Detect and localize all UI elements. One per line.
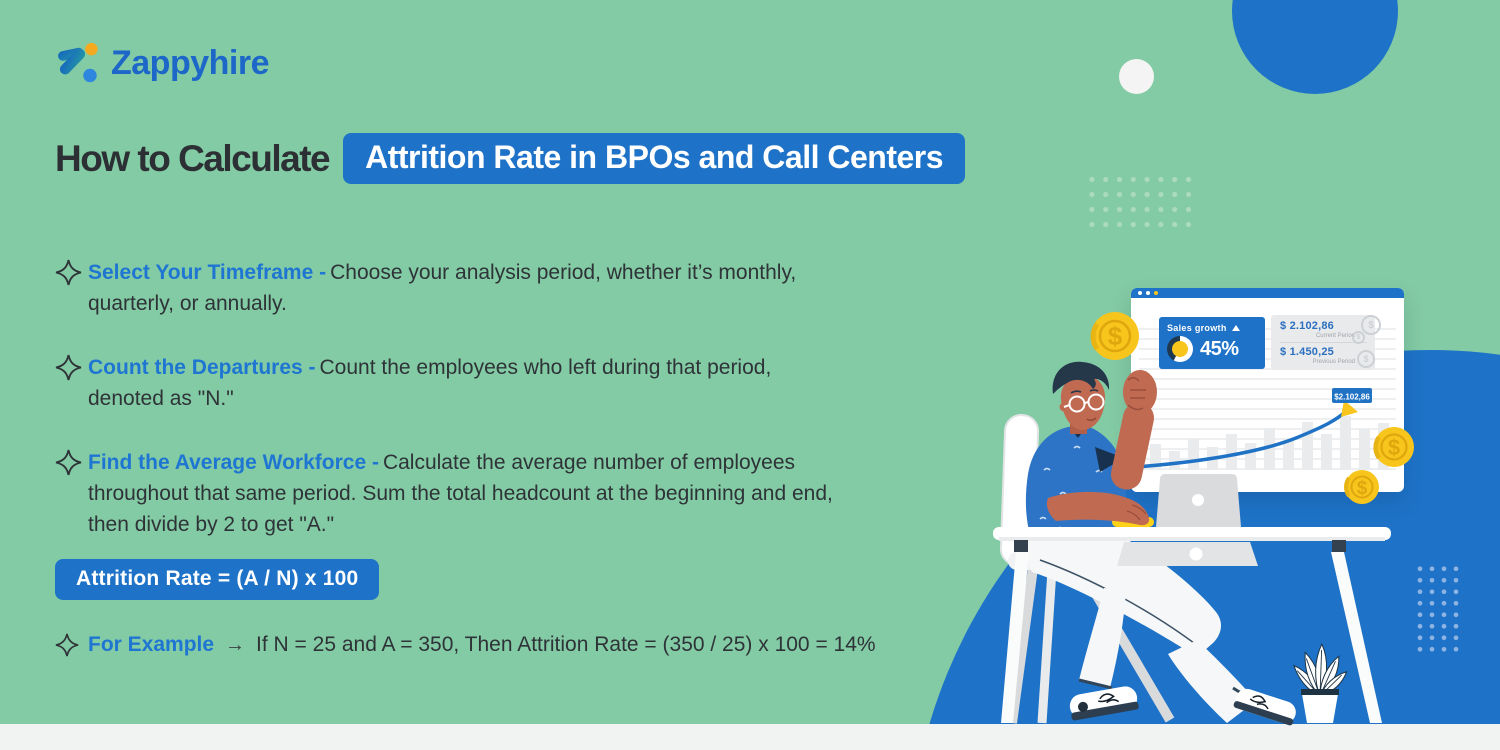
sparkle-bullet-icon <box>55 633 79 657</box>
decor-dots-grid-green <box>1085 172 1195 234</box>
step-text: Count the employees who left during that… <box>88 356 772 410</box>
sparkle-bullet-icon <box>55 449 82 476</box>
example-row: For Example → If N = 25 and A = 350, The… <box>55 633 876 657</box>
coin-ghost-icon: $ <box>1361 315 1381 335</box>
example-text: If N = 25 and A = 350, Then Attrition Ra… <box>256 633 876 656</box>
sales-dashboard-window: $2.102,86 Sales growth 45% $ 2.102,86 Cu… <box>1131 288 1404 492</box>
sales-growth-label: Sales growth <box>1167 323 1227 333</box>
coin-ghost-icon: $ <box>1357 350 1375 368</box>
page-title: How to Calculate Attrition Rate in BPOs … <box>55 133 966 184</box>
brand-name: Zappyhire <box>111 43 269 82</box>
title-prefix: How to Calculate <box>55 137 331 179</box>
step-text: Choose your analysis period, whether it’… <box>88 261 797 315</box>
donut-chart-icon <box>1167 336 1193 362</box>
bottom-strip <box>0 724 1500 750</box>
previous-period-label: Previous Period <box>1312 359 1355 365</box>
window-control-dot <box>1154 291 1158 295</box>
previous-period-amount: $ 1.450,25 <box>1280 346 1334 358</box>
step-item-timeframe: Select Your Timeframe - Choose your analy… <box>55 257 846 319</box>
current-period-amount: $ 2.102,86 <box>1280 320 1334 332</box>
growth-curve <box>1134 409 1348 469</box>
brand-header: Zappyhire <box>55 40 269 86</box>
current-period-label: Current Period <box>1315 333 1355 339</box>
attrition-formula-chip: Attrition Rate = (A / N) x 100 <box>55 559 380 600</box>
decor-white-circle <box>1119 59 1154 94</box>
step-item-departures: Count the Departures - Count the employee… <box>55 352 846 414</box>
sales-growth-card: Sales growth 45% <box>1159 317 1265 369</box>
step-item-average-workforce: Find the Average Workforce - Calculate th… <box>55 447 846 540</box>
zappyhire-logo-icon <box>58 42 98 83</box>
chart-tooltip-value: $2.102,86 <box>1334 393 1370 402</box>
title-highlight-chip: Attrition Rate in BPOs and Call Centers <box>343 133 966 184</box>
window-titlebar <box>1131 288 1404 298</box>
window-control-dot <box>1138 291 1142 295</box>
sparkle-bullet-icon <box>55 354 82 381</box>
sales-growth-value: 45% <box>1200 337 1239 360</box>
step-label: Select Your Timeframe - <box>88 261 327 284</box>
chart-tooltip <box>1332 388 1372 403</box>
divider <box>1280 342 1367 343</box>
window-control-dot <box>1146 291 1150 295</box>
step-text: Calculate the average number of employee… <box>88 451 833 536</box>
coin-ghost-icon: $ <box>1352 331 1365 344</box>
arrow-up-icon <box>1231 325 1240 331</box>
period-comparison-card: $ 2.102,86 Current Period $ 1.450,25 Pre… <box>1271 315 1381 370</box>
step-label: Find the Average Workforce - <box>88 451 379 474</box>
example-label: For Example <box>88 633 215 656</box>
growth-bar-chart: $2.102,86 <box>1134 388 1389 470</box>
sparkle-bullet-icon <box>55 259 82 286</box>
decor-dots-grid-blue <box>1414 563 1464 657</box>
arrowhead-icon <box>1341 400 1358 417</box>
right-arrow-icon: → <box>225 633 246 656</box>
step-label: Count the Departures - <box>88 356 316 379</box>
